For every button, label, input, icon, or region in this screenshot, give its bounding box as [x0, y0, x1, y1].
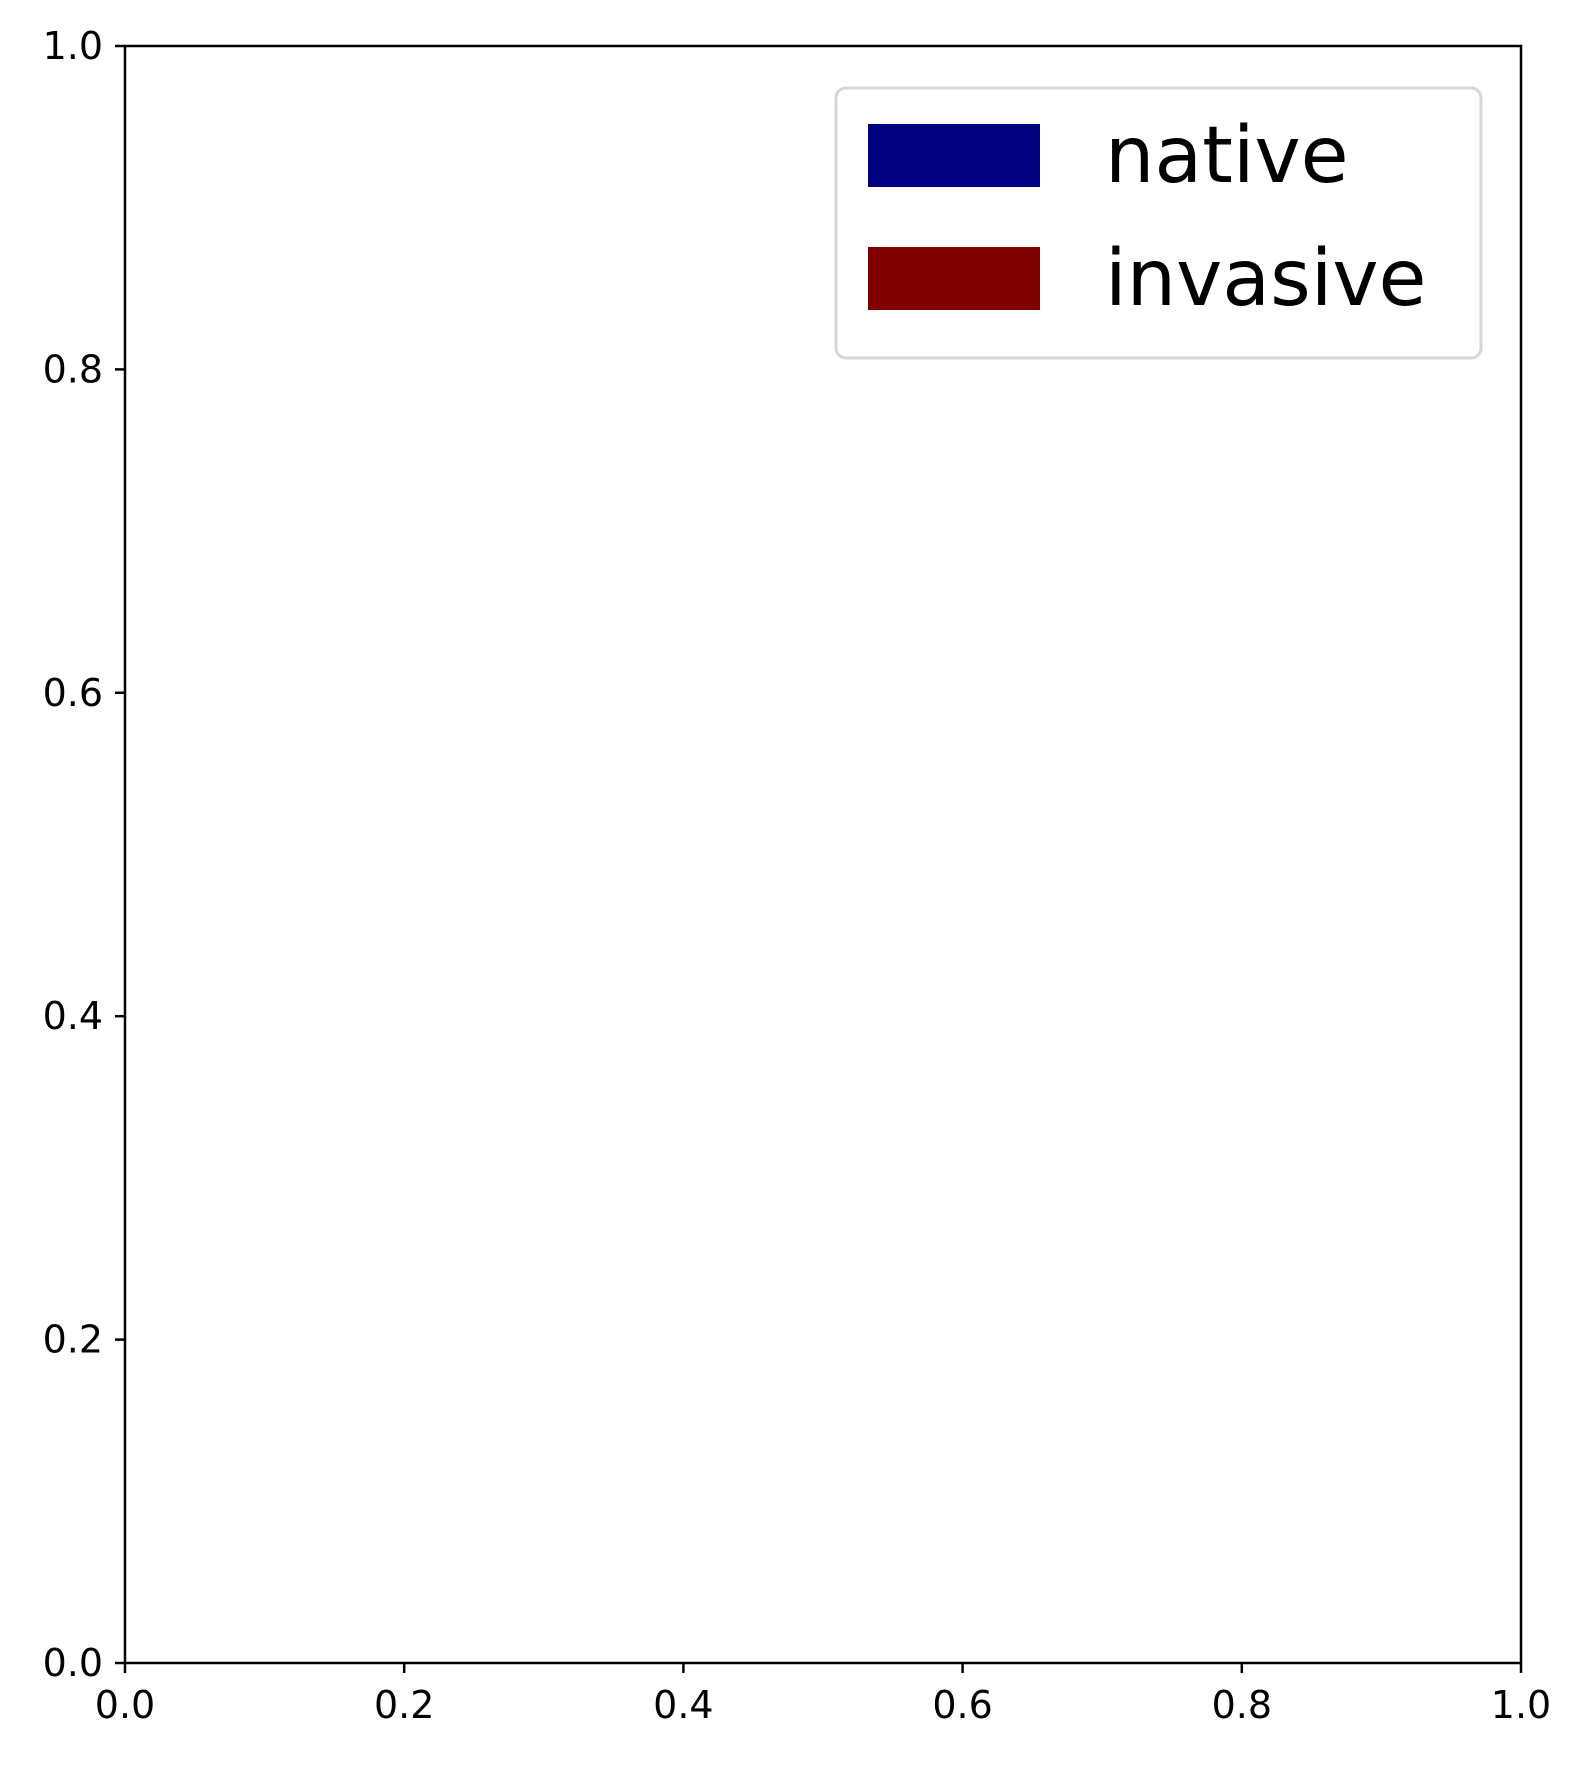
legend-label-native: native [1105, 111, 1349, 201]
x-tick-label: 0.0 [95, 1683, 155, 1727]
y-axis-ticks: 0.0 0.2 0.4 0.6 0.8 1.0 [43, 24, 125, 1685]
legend-label-invasive: invasive [1105, 234, 1427, 324]
y-tick-label: 0.4 [43, 994, 103, 1038]
y-tick-label: 1.0 [43, 24, 103, 68]
legend-entries: native invasive [868, 111, 1427, 324]
legend-swatch-invasive [868, 247, 1040, 310]
x-tick-label: 1.0 [1491, 1683, 1551, 1727]
y-tick-label: 0.8 [43, 347, 103, 391]
y-tick-label: 0.6 [43, 671, 103, 715]
y-tick-label: 0.0 [43, 1641, 103, 1685]
x-tick-label: 0.6 [932, 1683, 992, 1727]
x-axis-ticks: 0.0 0.2 0.4 0.6 0.8 1.0 [95, 1663, 1551, 1727]
x-tick-label: 0.8 [1212, 1683, 1272, 1727]
legend-swatch-native [868, 124, 1040, 187]
x-tick-label: 0.2 [374, 1683, 434, 1727]
legend: native invasive [834, 86, 1483, 360]
x-tick-label: 0.4 [653, 1683, 713, 1727]
y-tick-label: 0.2 [43, 1318, 103, 1362]
